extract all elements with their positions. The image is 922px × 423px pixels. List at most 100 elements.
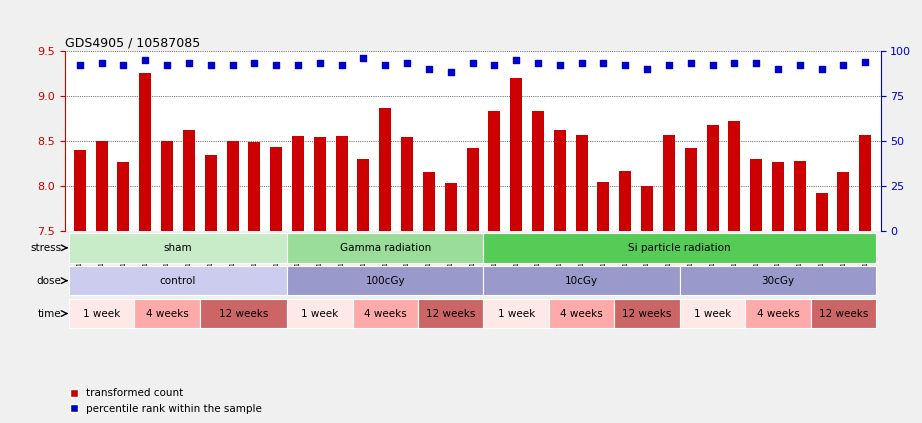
Bar — [549, 299, 614, 328]
Bar — [772, 162, 784, 231]
Bar — [483, 233, 876, 263]
Point — [290, 62, 305, 69]
Bar — [287, 266, 483, 295]
Text: 4 weeks: 4 weeks — [757, 308, 799, 319]
Text: 1 week: 1 week — [83, 308, 120, 319]
Text: time: time — [38, 308, 61, 319]
Bar — [510, 78, 522, 231]
Text: 1 week: 1 week — [498, 308, 535, 319]
Point — [335, 62, 349, 69]
Bar — [418, 299, 483, 328]
Bar — [685, 148, 697, 231]
Text: Gamma radiation: Gamma radiation — [339, 243, 431, 253]
Bar — [816, 192, 828, 231]
Text: 12 weeks: 12 weeks — [819, 308, 869, 319]
Point — [640, 66, 655, 72]
Bar — [379, 108, 391, 231]
Bar — [532, 111, 544, 231]
Point — [705, 62, 720, 69]
Bar — [751, 159, 762, 231]
Point — [857, 58, 872, 65]
Point — [73, 62, 88, 69]
Bar — [96, 141, 108, 231]
Point — [247, 60, 262, 67]
Bar — [313, 137, 325, 231]
Bar — [287, 299, 352, 328]
Point — [596, 60, 610, 67]
Bar — [287, 233, 483, 263]
Bar — [401, 137, 413, 231]
Point — [443, 69, 458, 76]
Text: GDS4905 / 10587085: GDS4905 / 10587085 — [65, 37, 200, 49]
Text: 1 week: 1 week — [694, 308, 731, 319]
Text: control: control — [160, 276, 196, 286]
Point — [138, 56, 153, 63]
Point — [94, 60, 109, 67]
Point — [530, 60, 545, 67]
Bar — [794, 161, 806, 231]
Bar — [554, 130, 566, 231]
Bar — [227, 141, 239, 231]
Bar — [117, 162, 129, 231]
Text: 10cGy: 10cGy — [565, 276, 598, 286]
Bar — [467, 148, 479, 231]
Point — [466, 60, 480, 67]
Bar — [352, 299, 418, 328]
Text: 12 weeks: 12 weeks — [426, 308, 476, 319]
Bar — [810, 299, 876, 328]
Point — [814, 66, 829, 72]
Bar — [483, 299, 549, 328]
Text: 4 weeks: 4 weeks — [364, 308, 407, 319]
Point — [552, 62, 567, 69]
Bar — [139, 73, 151, 231]
Bar — [270, 146, 282, 231]
Bar — [663, 135, 675, 231]
Bar — [489, 111, 501, 231]
Bar — [837, 172, 849, 231]
Bar — [74, 150, 86, 231]
Text: Si particle radiation: Si particle radiation — [629, 243, 731, 253]
Point — [661, 62, 676, 69]
Bar — [444, 183, 456, 231]
Bar — [641, 186, 653, 231]
Text: 4 weeks: 4 weeks — [561, 308, 603, 319]
Point — [182, 60, 196, 67]
Text: sham: sham — [164, 243, 193, 253]
Bar — [483, 266, 680, 295]
Bar — [358, 159, 370, 231]
Text: dose: dose — [36, 276, 61, 286]
Bar — [575, 135, 587, 231]
Point — [618, 62, 632, 69]
Bar — [161, 141, 173, 231]
Point — [116, 62, 131, 69]
Bar — [69, 266, 287, 295]
Point — [400, 60, 415, 67]
Bar — [248, 142, 260, 231]
Point — [509, 56, 524, 63]
Bar — [680, 266, 876, 295]
Text: 12 weeks: 12 weeks — [622, 308, 672, 319]
Text: 100cGy: 100cGy — [365, 276, 405, 286]
Point — [421, 66, 436, 72]
Bar — [292, 136, 304, 231]
Bar — [614, 299, 680, 328]
Point — [683, 60, 698, 67]
Bar — [728, 121, 740, 231]
Point — [204, 62, 219, 69]
Point — [225, 62, 240, 69]
Text: 30cGy: 30cGy — [762, 276, 795, 286]
Point — [574, 60, 589, 67]
Bar — [336, 136, 348, 231]
Point — [749, 60, 763, 67]
Point — [160, 62, 174, 69]
Text: 1 week: 1 week — [301, 308, 338, 319]
Bar — [423, 172, 435, 231]
Bar — [620, 171, 632, 231]
Point — [313, 60, 327, 67]
Bar — [597, 182, 609, 231]
Bar — [680, 299, 745, 328]
Point — [836, 62, 851, 69]
Point — [378, 62, 393, 69]
Text: 12 weeks: 12 weeks — [219, 308, 268, 319]
Bar — [200, 299, 287, 328]
